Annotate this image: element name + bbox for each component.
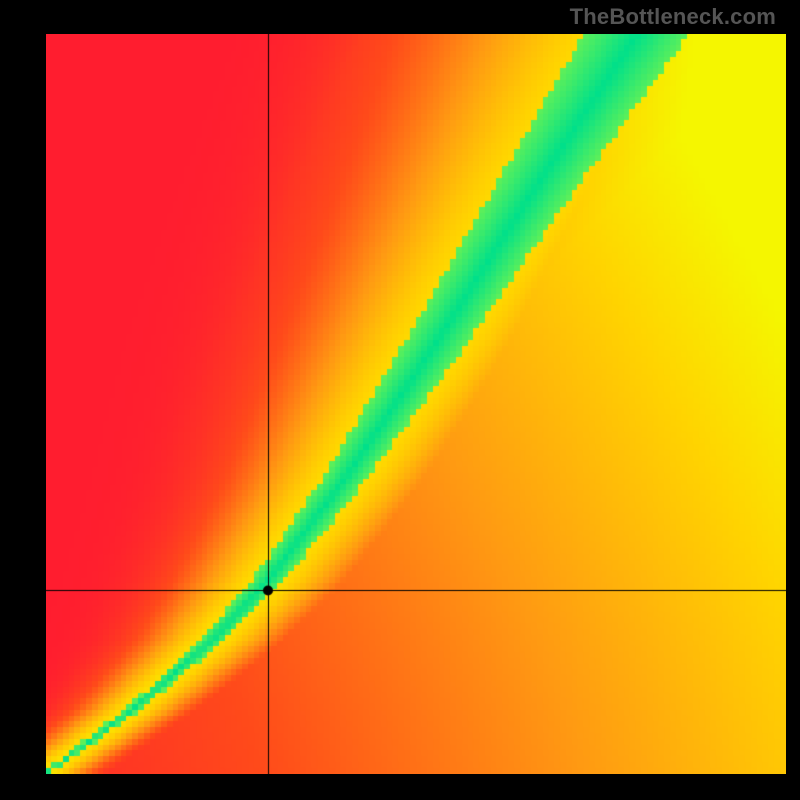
bottleneck-heatmap	[46, 34, 786, 774]
app-root: TheBottleneck.com	[0, 0, 800, 800]
watermark-text: TheBottleneck.com	[570, 4, 776, 30]
